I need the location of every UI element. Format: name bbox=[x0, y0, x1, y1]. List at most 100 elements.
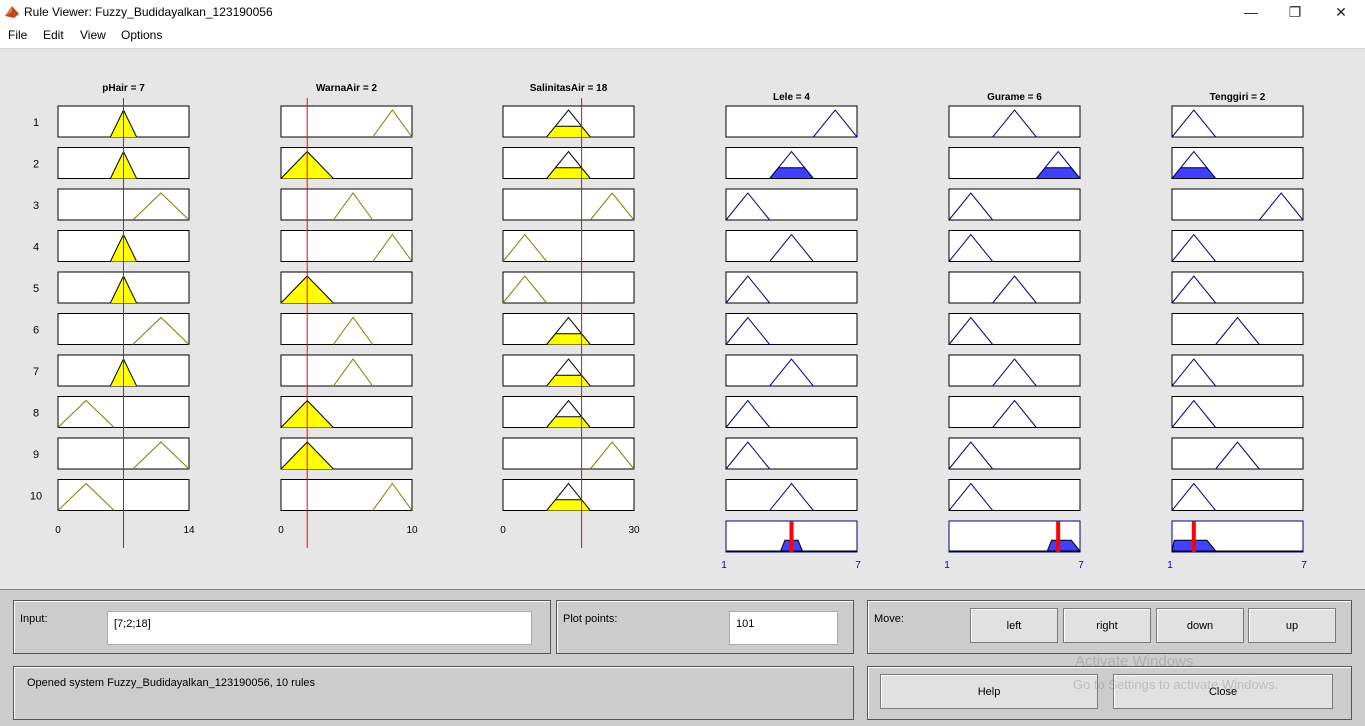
membership-fill bbox=[546, 167, 591, 179]
rule-number: 8 bbox=[33, 408, 39, 420]
axis-max-label: 7 bbox=[1078, 560, 1084, 571]
axis-max-label: 7 bbox=[855, 560, 861, 571]
rule-cell bbox=[948, 271, 1081, 304]
membership-triangle bbox=[546, 358, 591, 387]
move-label: Move: bbox=[874, 613, 904, 625]
axis-min-label: 1 bbox=[1167, 560, 1173, 571]
maximize-button[interactable]: ❐ bbox=[1288, 3, 1302, 20]
rule-number: 5 bbox=[33, 283, 39, 295]
consequent-triangle bbox=[992, 275, 1037, 304]
rule-cell bbox=[948, 230, 1081, 262]
rule-cell bbox=[280, 479, 413, 511]
watermark-title: Activate Windows bbox=[1075, 653, 1194, 670]
consequent-triangle bbox=[769, 150, 814, 179]
axis-min-label: 0 bbox=[500, 525, 506, 536]
minimize-button[interactable]: — bbox=[1244, 4, 1258, 20]
move-up-button[interactable]: up bbox=[1248, 608, 1336, 643]
rule-cell bbox=[725, 188, 858, 221]
membership-fill bbox=[546, 126, 591, 137]
consequent-triangle bbox=[948, 192, 994, 221]
consequent-triangle bbox=[992, 109, 1037, 138]
membership-triangle bbox=[502, 275, 548, 304]
consequent-triangle bbox=[948, 441, 994, 470]
membership-triangle bbox=[332, 316, 374, 345]
menu-edit[interactable]: Edit bbox=[43, 28, 64, 42]
menu-bar: File Edit View Options bbox=[0, 24, 1365, 49]
consequent-triangle bbox=[1171, 358, 1217, 387]
consequent-triangle bbox=[1171, 233, 1217, 262]
menu-view[interactable]: View bbox=[80, 28, 106, 42]
matlab-icon bbox=[5, 6, 19, 18]
move-right-button[interactable]: right bbox=[1063, 608, 1151, 643]
consequent-triangle bbox=[725, 441, 771, 470]
rule-cell bbox=[502, 230, 635, 262]
rule-cell bbox=[725, 396, 858, 428]
control-panel: Input: [7;2;18] Plot points: 101 Move: l… bbox=[0, 589, 1365, 726]
rule-number: 4 bbox=[33, 242, 39, 254]
rule-cell bbox=[725, 479, 858, 511]
consequent-triangle bbox=[1171, 482, 1217, 511]
move-down-button[interactable]: down bbox=[1156, 608, 1244, 643]
consequent-triangle bbox=[725, 192, 771, 221]
close-button[interactable]: Close bbox=[1113, 674, 1333, 709]
consequent-triangle bbox=[1215, 316, 1260, 345]
consequent-triangle bbox=[769, 358, 814, 387]
move-left-button[interactable]: left bbox=[970, 608, 1058, 643]
membership-triangle bbox=[332, 358, 374, 387]
menu-file[interactable]: File bbox=[8, 28, 28, 42]
move-box: Move: left right down up bbox=[867, 600, 1352, 654]
consequent-triangle bbox=[1035, 150, 1081, 179]
rule-cell bbox=[1171, 105, 1304, 138]
rule-cell bbox=[725, 271, 858, 304]
plot-points-box: Plot points: 101 bbox=[556, 600, 854, 654]
consequent-triangle bbox=[1171, 150, 1217, 179]
rule-cell bbox=[948, 479, 1081, 511]
output-label: Tenggiri = 2 bbox=[1210, 92, 1266, 103]
axis-max-label: 7 bbox=[1301, 560, 1307, 571]
rule-cell bbox=[725, 105, 858, 138]
consequent-triangle bbox=[992, 358, 1037, 387]
rule-cell bbox=[1171, 479, 1304, 511]
consequent-triangle bbox=[948, 316, 994, 345]
rule-cell bbox=[725, 437, 858, 470]
rule-cell bbox=[1171, 188, 1304, 221]
window-title: Rule Viewer: Fuzzy_Budidayalkan_12319005… bbox=[24, 5, 273, 19]
axis-min-label: 0 bbox=[278, 525, 284, 536]
consequent-triangle bbox=[812, 109, 858, 138]
close-window-button[interactable]: ✕ bbox=[1335, 3, 1347, 20]
rule-cell bbox=[280, 313, 413, 345]
consequent-triangle bbox=[725, 275, 771, 304]
rule-cell bbox=[1171, 354, 1304, 387]
membership-fill bbox=[546, 375, 591, 386]
input-field[interactable]: [7;2;18] bbox=[107, 611, 532, 645]
membership-triangle bbox=[546, 109, 591, 138]
rule-cell bbox=[280, 230, 413, 262]
input-label: Input: bbox=[20, 613, 48, 625]
plot-points-field[interactable]: 101 bbox=[729, 611, 838, 645]
rule-cell bbox=[948, 188, 1081, 221]
rule-cell bbox=[502, 271, 635, 304]
rule-cell bbox=[280, 354, 413, 387]
help-close-box: Help Close bbox=[867, 666, 1352, 720]
consequent-triangle bbox=[1171, 109, 1217, 138]
membership-triangle bbox=[546, 150, 591, 179]
membership-triangle bbox=[372, 482, 413, 511]
membership-triangle bbox=[589, 192, 635, 221]
membership-triangle bbox=[132, 192, 190, 221]
consequent-triangle bbox=[948, 482, 994, 511]
consequent-triangle bbox=[769, 482, 814, 511]
rule-number: 6 bbox=[33, 325, 39, 337]
rule-cell bbox=[1171, 230, 1304, 262]
menu-options[interactable]: Options bbox=[121, 28, 163, 42]
status-box: Opened system Fuzzy_Budidayalkan_1231900… bbox=[13, 666, 854, 720]
rule-cell bbox=[502, 437, 635, 470]
rule-number: 9 bbox=[33, 449, 39, 461]
output-label: Lele = 4 bbox=[773, 92, 810, 103]
rule-cell bbox=[948, 105, 1081, 138]
rule-number: 3 bbox=[33, 200, 39, 212]
help-button[interactable]: Help bbox=[880, 674, 1098, 709]
rule-cell bbox=[1171, 437, 1304, 470]
rule-cell bbox=[948, 437, 1081, 470]
title-bar: Rule Viewer: Fuzzy_Budidayalkan_12319005… bbox=[0, 0, 1365, 24]
